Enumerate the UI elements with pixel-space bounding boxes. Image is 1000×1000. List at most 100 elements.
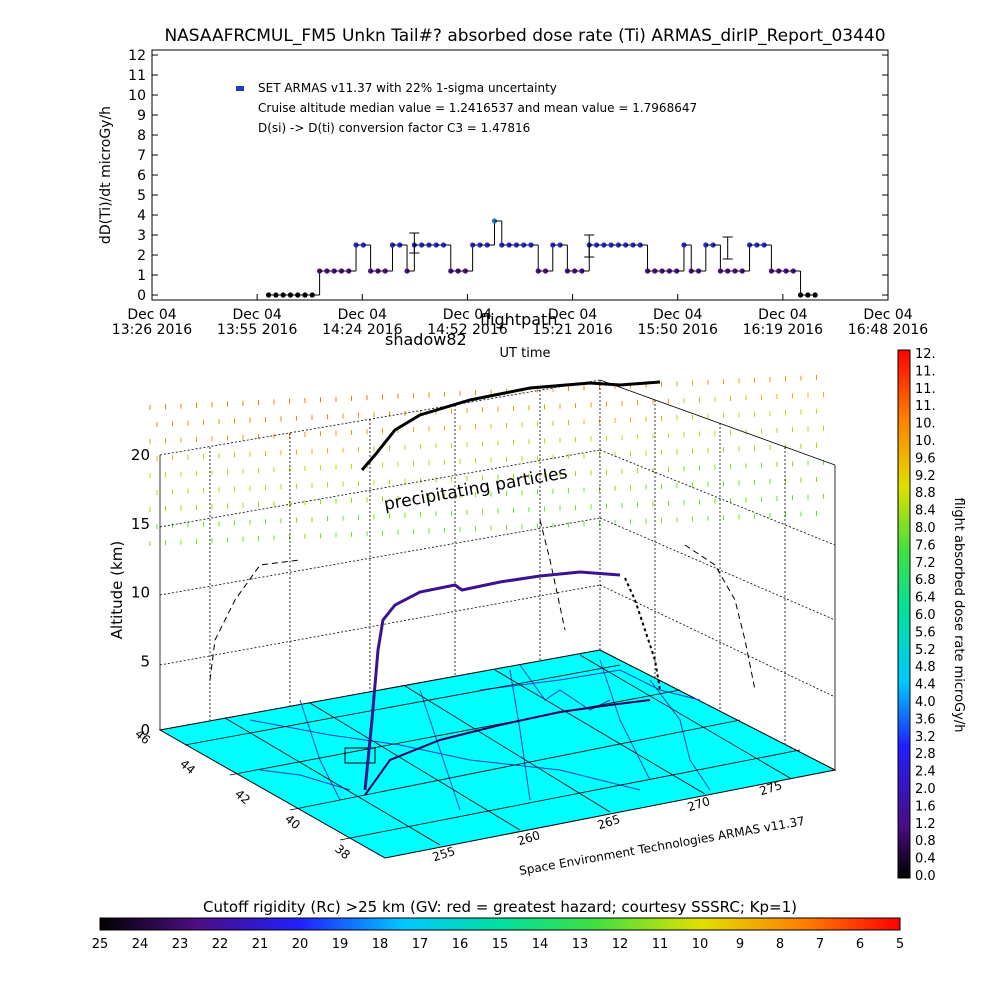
- latitude-tick-label: 38: [332, 842, 353, 863]
- rigidity-label: Cutoff rigidity (Rc) >25 km (GV: red = g…: [203, 898, 797, 916]
- colorbar-tick-label: 1.2: [915, 817, 936, 832]
- altitude-tick-label: 5: [140, 652, 150, 670]
- rigidity-tick-label: 7: [816, 937, 824, 952]
- rigidity-tick-label: 5: [896, 937, 904, 952]
- colorbar-tick-label: 5.2: [915, 643, 936, 658]
- x-tick-label-date: Dec 04: [232, 307, 281, 323]
- median-mean-note: Cruise altitude median value = 1.2416537…: [258, 101, 697, 115]
- rigidity-tick-label: 18: [372, 937, 389, 952]
- x-tick-label-time: 15:50 2016: [637, 322, 718, 338]
- colorbar-tick-label: 11.: [915, 364, 936, 379]
- x-tick-label-time: 15:21 2016: [532, 322, 613, 338]
- colorbar-tick-label: 8.8: [915, 486, 936, 501]
- rigidity-tick-label: 6: [856, 937, 864, 952]
- conversion-note: D(si) -> D(ti) conversion factor C3 = 1.…: [258, 121, 530, 135]
- colorbar-tick-label: 0.8: [915, 834, 936, 849]
- altitude-tick-label: 0: [140, 721, 150, 739]
- rigidity-gradient: [99, 917, 901, 931]
- colorbar-tick-label: 7.2: [915, 556, 936, 571]
- y-tick-label: 0: [137, 288, 146, 304]
- top-y-axis-label: dD(Ti)/dt microGy/h: [98, 106, 114, 244]
- error-bars: [409, 232, 733, 260]
- latitude-tick-label: 44: [177, 757, 198, 778]
- rigidity-tick-label: 11: [652, 937, 669, 952]
- y-tick-label: 9: [137, 108, 146, 124]
- colorbar-tick-label: 6.8: [915, 573, 936, 588]
- rigidity-colorbar: Cutoff rigidity (Rc) >25 km (GV: red = g…: [92, 898, 904, 952]
- precipitating-particles-field: [149, 374, 824, 546]
- colorbar-gradient: [897, 349, 911, 879]
- dose-colorbar: 0.0 0.4 0.8 1.2 1.6 2.0 2.4 2.8 3.2 3.6 4.0 4.4 4.8 5…: [897, 347, 966, 884]
- x-tick-label-time: 14:52 2016: [427, 322, 508, 338]
- colorbar-tick-label: 4.4: [915, 678, 936, 693]
- longitude-tick-label: 255: [431, 844, 457, 864]
- colorbar-tick-label: 3.2: [915, 730, 936, 745]
- flight-path-colored: [363, 570, 621, 791]
- rigidity-tick-label: 23: [172, 937, 189, 952]
- rigidity-ticks: 25 24 23 22 21 20 19 18 17 16 15 14 13 12 11 10 9 8 7 6 5: [92, 937, 904, 952]
- colorbar-tick-label: 1.6: [915, 799, 936, 814]
- x-tick-label-time: 16:48 2016: [848, 322, 929, 338]
- y-tick-label: 1: [137, 268, 146, 284]
- legend-text: SET ARMAS v11.37 with 22% 1-sigma uncert…: [258, 81, 557, 95]
- y-tick-label: 7: [137, 148, 146, 164]
- rigidity-tick-label: 17: [412, 937, 429, 952]
- latitude-tick-label: 42: [232, 787, 253, 808]
- x-tick-label-date: Dec 04: [653, 307, 702, 323]
- altitude-tick-label: 15: [131, 515, 150, 533]
- altitude-axis-label: Altitude (km): [108, 541, 126, 639]
- colorbar-tick-label: 2.8: [915, 747, 936, 762]
- altitude-axis-ticks: 0 5 10 15 20: [131, 446, 150, 739]
- colorbar-tick-label: 11.: [915, 382, 936, 397]
- flight-path-descent: [624, 577, 661, 691]
- x-tick-label-time: 13:55 2016: [217, 322, 298, 338]
- precipitating-particles-label: precipitating particles: [382, 463, 569, 515]
- longitude-tick-label: 265: [596, 812, 622, 832]
- longitude-tick-label: 270: [686, 794, 712, 814]
- dose-rate-series: [265, 218, 818, 298]
- legend-marker: [236, 86, 244, 91]
- colorbar-tick-label: 5.6: [915, 625, 936, 640]
- y-tick-label: 5: [137, 188, 146, 204]
- colorbar-tick-label: 8.4: [915, 504, 936, 519]
- x-tick-label-time: 13:26 2016: [112, 322, 193, 338]
- colorbar-tick-label: 9.6: [915, 451, 936, 466]
- colorbar-tick-label: 6.0: [915, 608, 936, 623]
- y-tick-label: 12: [128, 48, 146, 64]
- x-tick-label-date: Dec 04: [443, 307, 492, 323]
- colorbar-tick-label: 0.0: [915, 869, 936, 884]
- y-tick-label: 8: [137, 128, 146, 144]
- y-tick-label: 4: [137, 208, 146, 224]
- rigidity-tick-label: 8: [776, 937, 784, 952]
- longitude-tick-label: 260: [516, 828, 542, 848]
- rigidity-tick-label: 25: [92, 937, 109, 952]
- altitude-shadow-right: [684, 544, 756, 691]
- airport-marker: [344, 747, 376, 764]
- colorbar-label: flight absorbed dose rate microGy/h: [951, 498, 966, 733]
- colorbar-tick-label: 3.6: [915, 712, 936, 727]
- colorbar-tick-label: 7.6: [915, 538, 936, 553]
- colorbar-tick-label: 6.4: [915, 591, 936, 606]
- rigidity-tick-label: 9: [736, 937, 744, 952]
- x-tick-label-date: Dec 04: [127, 307, 176, 323]
- rigidity-tick-label: 20: [292, 937, 309, 952]
- y-tick-label: 10: [128, 88, 146, 104]
- y-tick-label: 2: [137, 248, 146, 264]
- shadow-overlay-label: shadow82: [385, 330, 467, 349]
- rigidity-tick-label: 22: [212, 937, 229, 952]
- data-point: [812, 292, 818, 298]
- colorbar-tick-label: 10.: [915, 434, 936, 449]
- longitude-axis-ticks: 255 260 265 270 275: [431, 778, 784, 864]
- colorbar-tick-label: 12.: [915, 347, 936, 362]
- particle-flight-path: [360, 380, 661, 471]
- colorbar-tick-label: 9.2: [915, 469, 936, 484]
- altitude-tick-label: 10: [131, 584, 150, 602]
- colorbar-tick-label: 2.0: [915, 782, 936, 797]
- rigidity-tick-label: 21: [252, 937, 269, 952]
- altitude-shadow-mid: [539, 519, 566, 631]
- rigidity-tick-label: 24: [132, 937, 149, 952]
- colorbar-tick-label: 4.0: [915, 695, 936, 710]
